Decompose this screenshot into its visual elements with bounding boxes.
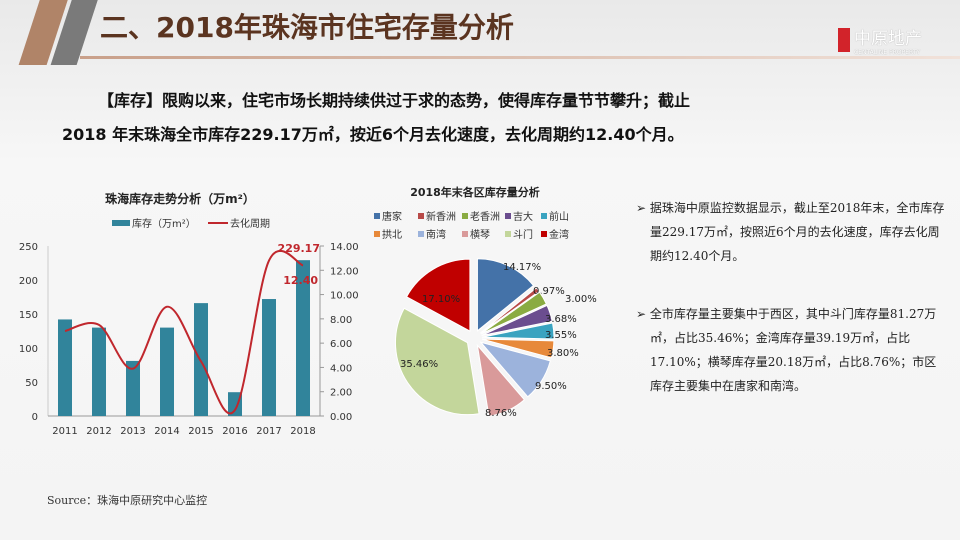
legend-label: 吉大 [513,210,533,223]
pie-slice [481,338,555,359]
bar [92,327,106,416]
legend-label: 老香洲 [470,210,500,223]
y-tick-label: 12.00 [330,266,359,277]
page-title: 二、2018年珠海市住宅存量分析 [100,11,514,44]
logo-subtext: CENTALINE PROPERTY [854,49,921,56]
line-series [64,249,304,415]
legend-label: 唐家 [382,210,402,223]
pie-slice [476,258,535,332]
slice-label: 35.46% [400,359,438,370]
intro-line: 【库存】限购以来，住宅市场长期持续供过于求的态势，使得库存量节节攀升；截止 [98,91,691,110]
logo-seal-icon [838,28,850,52]
legend-swatch [418,231,424,237]
legend-label: 斗门 [513,228,533,241]
x-tick-label: 2012 [86,426,111,437]
slice-label: 8.76% [485,408,517,419]
legend-label: 拱北 [382,228,402,241]
legend-label: 新香洲 [426,210,456,223]
bar [126,360,140,416]
x-tick-label: 2017 [256,426,281,437]
pie-slice [481,304,553,337]
pie-slice [481,322,555,340]
y-tick-label: 6.00 [330,339,352,350]
pie-slice [480,291,548,335]
pie-slice [405,258,471,332]
legend-swatch [374,213,380,219]
y-tick-label: 250 [19,242,38,253]
y-tick-label: 50 [25,378,38,389]
y-tick-label: 0 [32,412,38,423]
legend-label: 去化周期 [230,217,270,230]
x-tick-label: 2015 [188,426,213,437]
logo: 中原地产 CENTALINE PROPERTY [838,24,922,56]
bullet-text: 据珠海中原监控数据显示，截止至2018年末，全市库存量229.17万㎡，按照近6… [649,201,945,263]
bar [228,392,242,416]
slice-label: 3.00% [565,294,597,305]
chart-title: 珠海库存走势分析（万m²） [105,191,255,206]
y-tick-label: 0.00 [330,412,352,423]
chart-title: 2018年末各区库存量分析 [410,185,540,199]
x-tick-label: 2011 [52,426,77,437]
intro-paragraph: 【库存】限购以来，住宅市场长期持续供过于求的态势，使得库存量节节攀升；截止 20… [62,84,902,152]
slice-label: 3.68% [545,314,577,325]
slice-label: 17.10% [422,294,460,305]
header-divider [80,56,960,59]
legend-label: 前山 [549,210,569,223]
bar [58,319,72,416]
data-label: 229.17 [278,242,320,255]
y-tick-label: 150 [19,310,38,321]
legend-swatch [541,231,547,237]
slice-label: 3.55% [545,330,577,341]
y-tick-label: 14.00 [330,242,359,253]
legend-swatch [541,213,547,219]
pie-slice [480,287,540,334]
source-note: Source：珠海中原研究中心监控 [47,494,208,507]
pie-slice [394,307,480,416]
legend-swatch [462,231,468,237]
legend-swatch [374,231,380,237]
legend-swatch [418,213,424,219]
legend-swatch [112,220,130,226]
y-tick-label: 2.00 [330,388,352,399]
slice-label: 3.80% [547,348,579,359]
slice-label: 9.50% [535,381,567,392]
data-label: 12.40 [283,274,318,287]
bar [296,260,310,416]
y-tick-label: 10.00 [330,291,359,302]
bullet-item: ➢ 全市库存量主要集中于西区，其中斗门库存量81.27万㎡，占比35.46%；金… [636,307,937,393]
bullet-list: ➢ 据珠海中原监控数据显示，截止至2018年末，全市库存量229.17万㎡，按照… [636,196,946,432]
y-tick-label: 4.00 [330,363,352,374]
bar [262,299,276,416]
x-tick-label: 2018 [290,426,315,437]
legend-label: 库存（万m²） [132,217,196,230]
slice-label: 0.97% [533,286,565,297]
bar [160,327,174,416]
bullet-text: 全市库存量主要集中于西区，其中斗门库存量81.27万㎡，占比35.46%；金湾库… [649,307,937,393]
y-tick-label: 200 [19,276,38,287]
x-tick-label: 2013 [120,426,145,437]
y-tick-label: 8.00 [330,315,352,326]
y-tick-label: 100 [19,344,38,355]
x-tick-label: 2014 [154,426,179,437]
legend-label: 横琴 [470,228,490,241]
pie-slice [476,343,526,417]
bar-line-chart: 珠海库存走势分析（万m²） 库存（万m²） 去化周期 0 50 100 150 200 250 0… [19,191,359,437]
legend-label: 南湾 [426,228,446,241]
bullet-item: ➢ 据珠海中原监控数据显示，截止至2018年末，全市库存量229.17万㎡，按照… [636,201,945,263]
legend-swatch [505,213,511,219]
legend-swatch [462,213,468,219]
slice-label: 14.17% [503,262,541,273]
pie-slice [479,341,551,398]
legend-label: 金湾 [549,228,569,241]
logo-text: 中原地产 [854,29,922,49]
x-tick-label: 2016 [222,426,247,437]
legend-swatch [505,231,511,237]
intro-line: 2018 年末珠海全市库存229.17万㎡，按近6个月去化速度，去化周期约12.… [62,125,684,144]
